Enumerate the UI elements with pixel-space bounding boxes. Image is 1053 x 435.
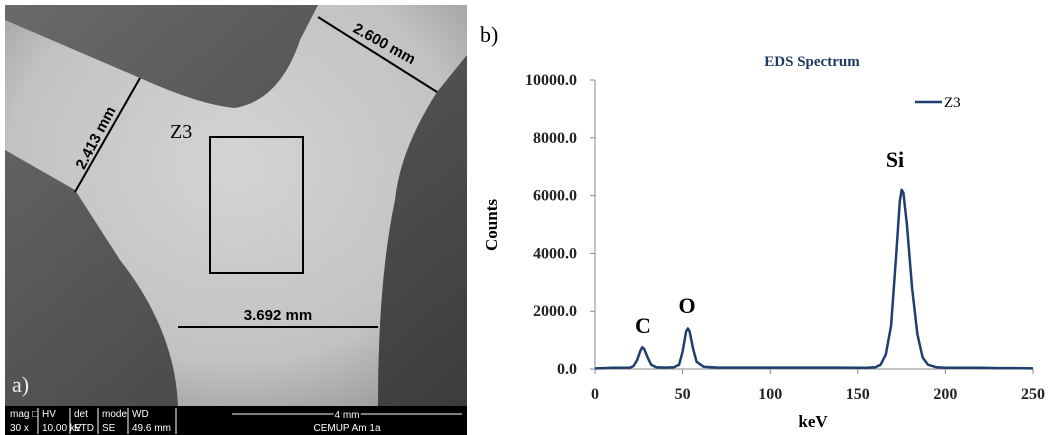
x-tick-label: 50 <box>675 386 691 403</box>
info-header: mag □ <box>10 409 38 420</box>
y-tick-label: 6000.0 <box>533 188 577 205</box>
region-label: Z3 <box>170 121 192 143</box>
measure-lines <box>74 16 438 328</box>
info-header: det <box>74 409 88 420</box>
info-bar <box>5 406 467 435</box>
info-value: 49.6 mm <box>132 423 171 434</box>
panel-label: a) <box>12 372 29 397</box>
scale-label: 4 mm <box>335 410 360 421</box>
y-tick-label: 10000.0 <box>525 72 577 89</box>
y-tick-label: 0.0 <box>557 361 577 378</box>
y-axis-label: Counts <box>482 199 501 251</box>
y-tick-label: 2000.0 <box>533 303 577 320</box>
peak-label: C <box>635 313 651 338</box>
series-line <box>594 188 1034 370</box>
x-tick-label: 100 <box>758 386 782 403</box>
info-header: mode <box>102 409 127 420</box>
lab-label: CEMUP Am 1a <box>313 423 380 434</box>
x-tick-label: 0 <box>591 386 599 403</box>
x-axis-label: keV <box>798 412 828 431</box>
chart-title: EDS Spectrum <box>764 54 860 70</box>
peak-label: Si <box>886 147 904 172</box>
x-tick-label: 250 <box>1021 386 1045 403</box>
panel-label: b) <box>480 22 498 47</box>
y-tick-label: 4000.0 <box>533 245 577 262</box>
legend-label: Z3 <box>944 95 961 111</box>
x-tick-label: 200 <box>933 386 957 403</box>
region-box <box>209 136 304 274</box>
info-bar-text: mag □ 30 x HV 10.00 kV det ETD mode SE WD 49.6 mm… <box>10 408 462 434</box>
info-value: 10.00 kV <box>42 423 82 434</box>
info-header: WD <box>132 409 149 420</box>
info-value: 30 x <box>10 423 29 434</box>
measurement: 3.692 mm <box>244 307 312 324</box>
sem-image: 2.600 mm 2.413 mm 3.692 mm Z3 a) mag □30… <box>5 5 467 435</box>
y-tick-label: 8000.0 <box>533 130 577 147</box>
info-value: SE <box>102 423 116 434</box>
peak-label: O <box>678 293 695 318</box>
sample-shape <box>5 5 467 406</box>
info-header: HV <box>42 409 56 420</box>
x-tick-label: 150 <box>846 386 870 403</box>
info-value: ETD <box>74 423 94 434</box>
